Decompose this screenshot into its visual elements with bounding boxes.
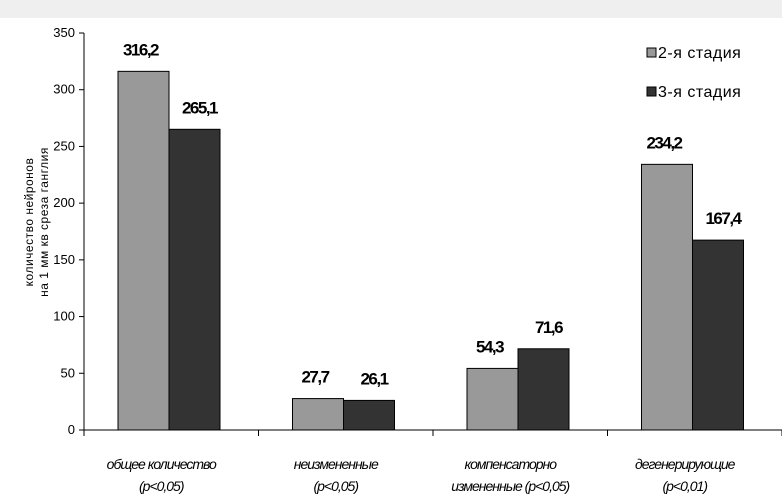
data-label: 26,1 — [360, 369, 388, 388]
category-labels: общее количество (p<0,05) неизмененные (p<0… — [107, 456, 736, 494]
y-tick-label: 250 — [53, 138, 75, 153]
bars — [118, 71, 744, 430]
y-axis-title-line-2: на 1 мм кв среза ганглия — [37, 147, 51, 297]
bar-stage3-3 — [693, 240, 744, 430]
y-axis-title-line-1: количество нейронов — [22, 158, 36, 287]
legend-label: 3-я стадия — [658, 84, 741, 101]
data-label: 54,3 — [476, 337, 504, 356]
legend: 2-я стадия 3-я стадия — [647, 45, 741, 101]
data-label: 71,6 — [535, 318, 563, 337]
bar-stage2-1 — [293, 399, 344, 430]
y-tick-label: 150 — [53, 252, 75, 267]
y-axis-title: количество нейронов на 1 мм кв среза ган… — [22, 147, 51, 297]
y-tick-label: 100 — [53, 309, 75, 324]
bar-stage2-3 — [642, 164, 693, 430]
bar-stage2-0 — [118, 71, 169, 430]
bar-stage3-0 — [169, 129, 220, 430]
data-label: 316,2 — [123, 40, 159, 59]
y-axis-ticks: 0 50 100 150 200 250 300 350 — [53, 25, 84, 437]
category-label: неизмененные — [294, 456, 379, 472]
category-label: (p<0,01) — [662, 478, 707, 494]
y-tick-label: 350 — [53, 25, 75, 40]
data-label: 167,4 — [705, 209, 742, 228]
data-label: 234,2 — [646, 133, 682, 152]
legend-swatch — [647, 48, 656, 57]
category-label: общее количество — [107, 456, 217, 472]
category-label: (p<0,05) — [139, 478, 184, 494]
bar-stage2-2 — [467, 368, 518, 430]
bar-stage3-1 — [344, 400, 395, 430]
category-label: измененные (p<0,05) — [451, 478, 569, 494]
data-label: 27,7 — [301, 368, 329, 387]
x-axis-ticks — [84, 430, 782, 436]
legend-label: 2-я стадия — [658, 45, 741, 62]
legend-swatch — [647, 87, 656, 96]
bar-stage3-2 — [518, 349, 569, 430]
category-label: дегенерирующие — [635, 456, 736, 472]
y-tick-label: 300 — [53, 82, 75, 97]
category-label: компенсаторно — [464, 456, 557, 472]
data-label: 265,1 — [182, 98, 218, 117]
y-tick-label: 200 — [53, 195, 75, 210]
category-label: (p<0,05) — [313, 478, 358, 494]
y-tick-label: 0 — [68, 422, 75, 437]
y-tick-label: 50 — [61, 365, 75, 380]
